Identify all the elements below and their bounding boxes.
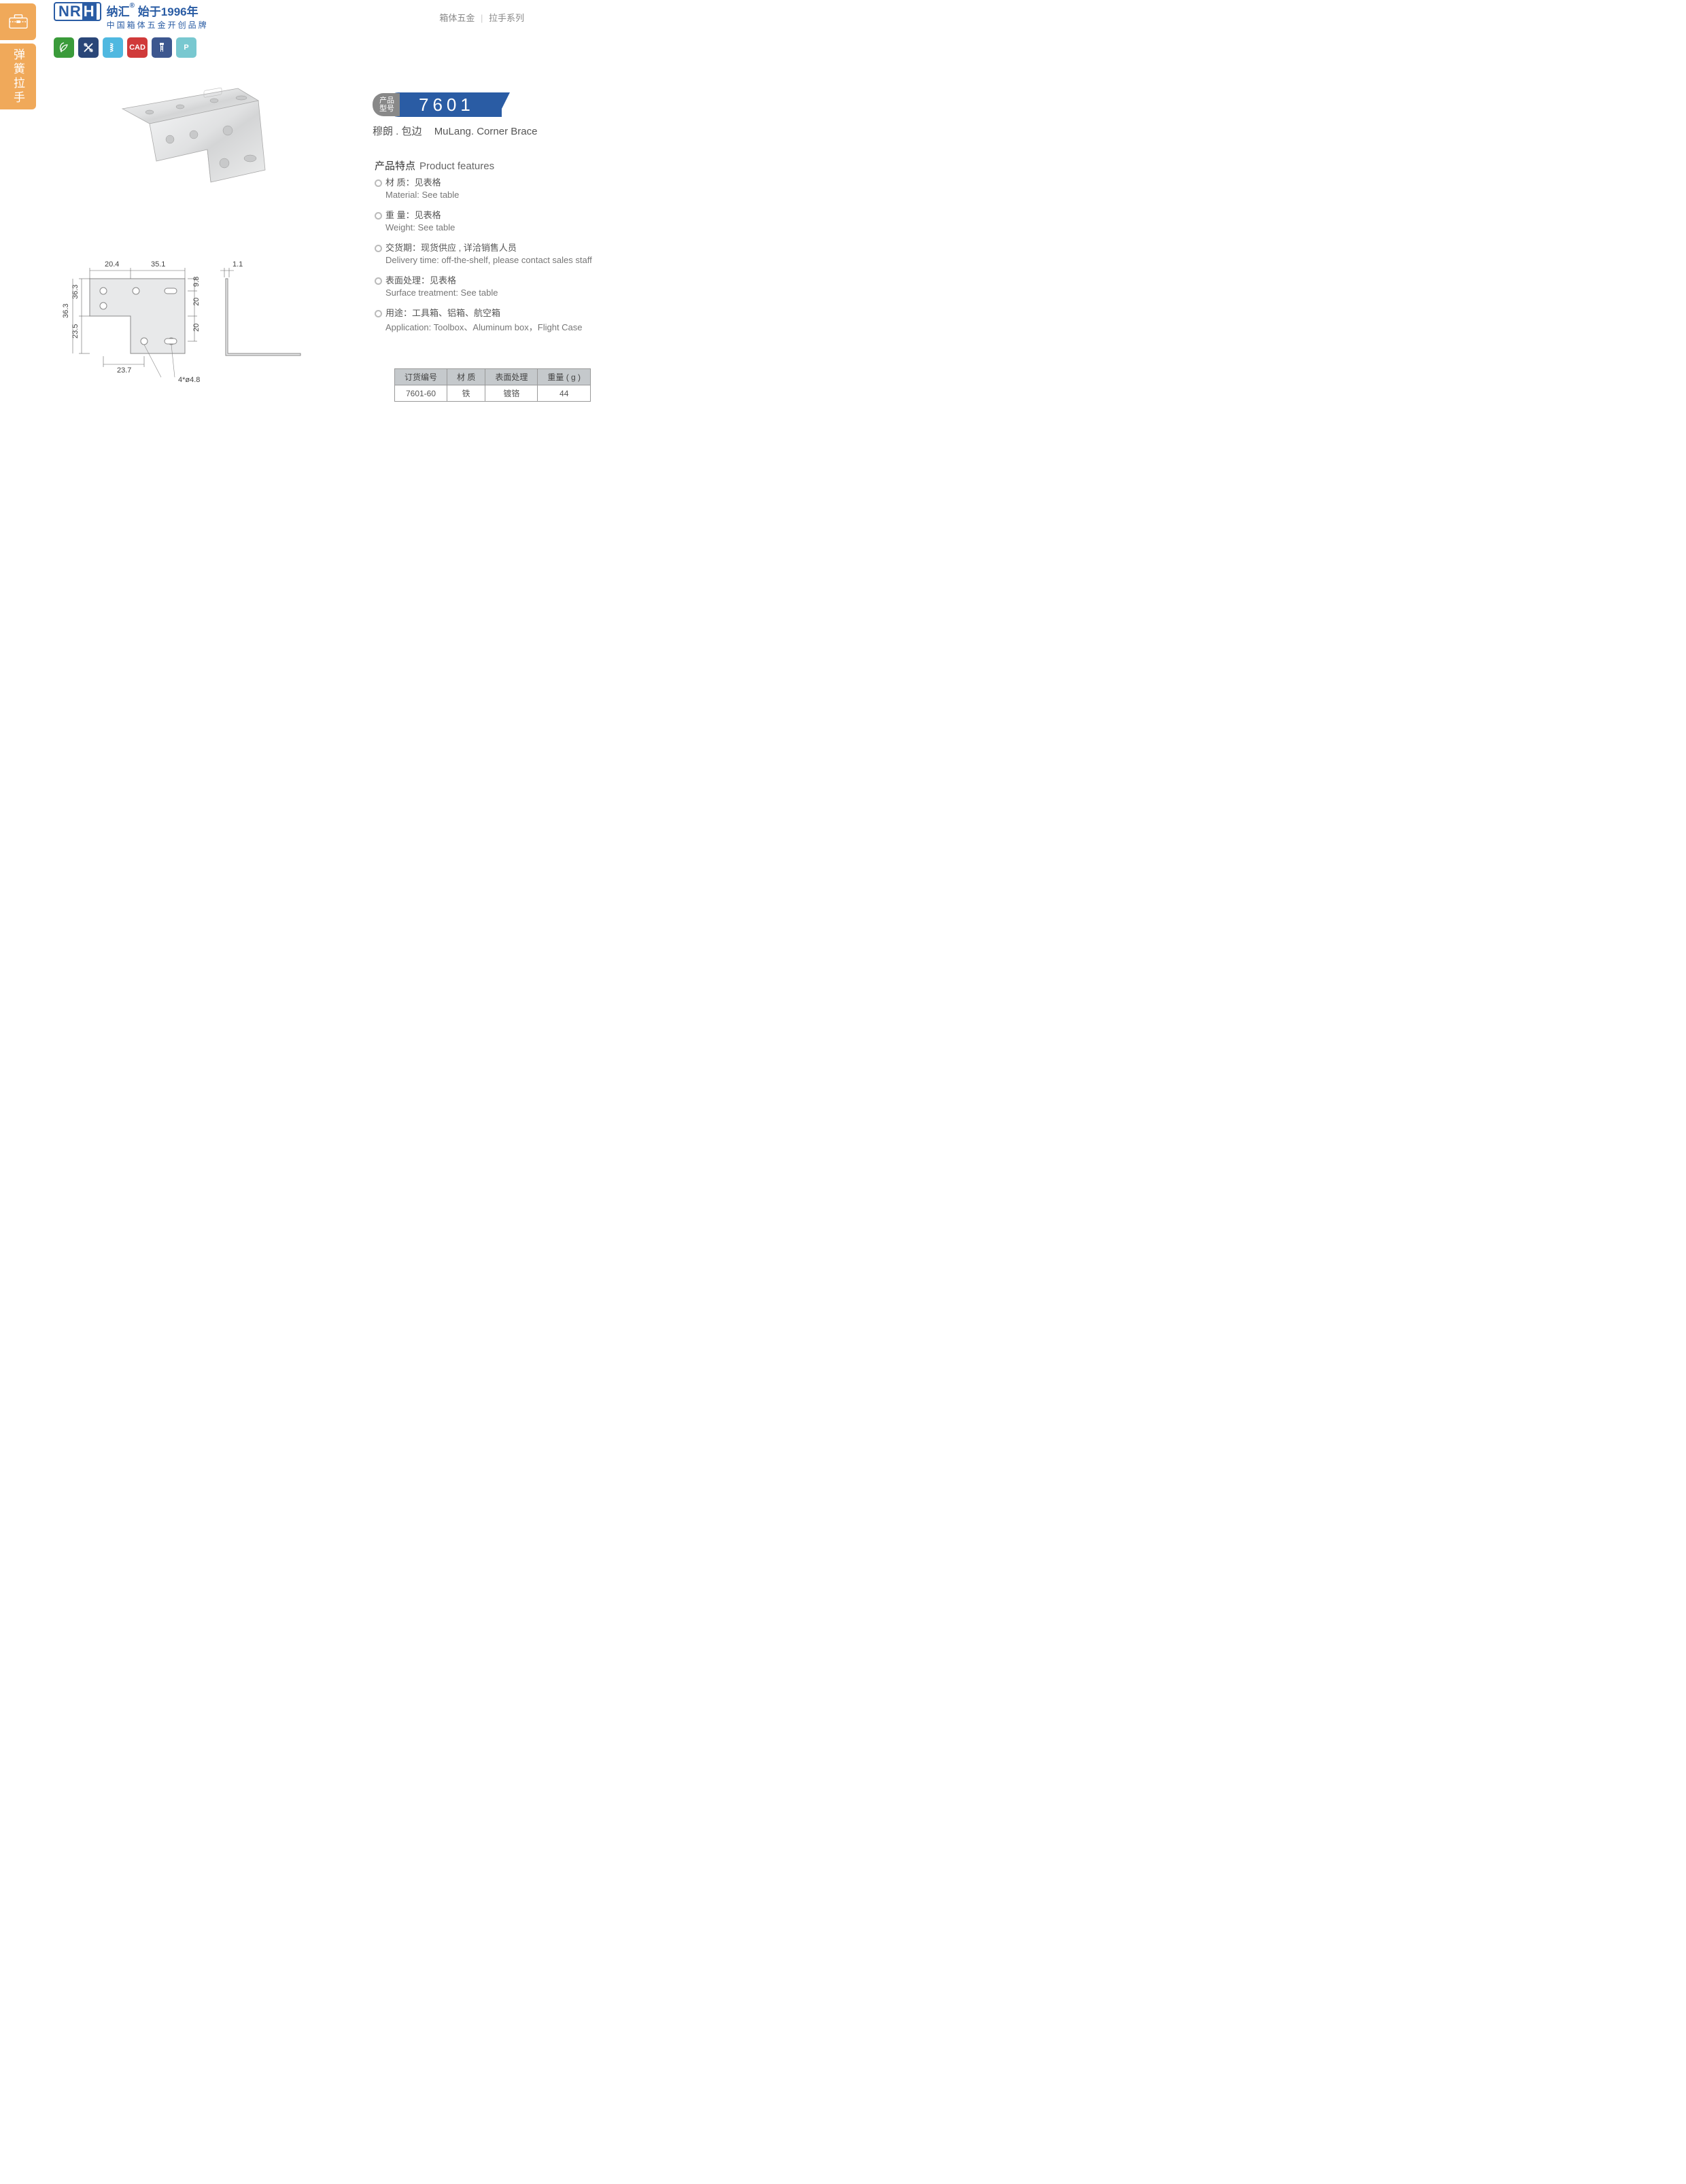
- product-model: 产品型号 7601: [373, 92, 502, 117]
- case-icon: [8, 13, 29, 31]
- brand-name-cn: 纳汇: [107, 5, 130, 18]
- svg-text:4*ø4.8: 4*ø4.8: [178, 376, 200, 384]
- brand-tagline: 中国箱体五金开创品牌: [107, 19, 209, 31]
- svg-text:20: 20: [192, 324, 201, 332]
- tools-icon: [78, 37, 99, 58]
- model-label: 产品型号: [373, 93, 400, 116]
- technical-drawing: 20.4 35.1 1.1 36.3 36.3 23.5 9.8 20 20 2…: [63, 258, 314, 398]
- svg-text:1.1: 1.1: [233, 260, 243, 268]
- nav-item-2: 拉手系列: [489, 13, 524, 23]
- svg-text:20: 20: [192, 298, 201, 306]
- features-list: 材 质：见表格Material: See table 重 量：见表格Weight…: [375, 175, 592, 341]
- product-name: 穆朗 . 包边 MuLang. Corner Brace: [373, 124, 537, 138]
- svg-text:36.3: 36.3: [63, 304, 70, 318]
- th-weight: 重量 ( g ): [538, 369, 591, 385]
- svg-text:23.5: 23.5: [71, 324, 80, 339]
- spring-icon: [103, 37, 123, 58]
- feature-icon-row: CAD P: [54, 37, 196, 58]
- table-row: 7601-60 铁 镀铬 44: [395, 385, 591, 402]
- svg-text:9.8: 9.8: [192, 277, 201, 287]
- feature-item: 用途：工具箱、铝箱、航空箱Application: Toolbox、Alumin…: [375, 306, 592, 333]
- feature-item: 表面处理：见表格Surface treatment: See table: [375, 273, 592, 298]
- model-number: 7601: [386, 92, 502, 117]
- header-nav: 箱体五金 | 拉手系列: [439, 11, 524, 24]
- brand-year: 始于1996年: [138, 5, 199, 18]
- svg-text:20.4: 20.4: [105, 260, 119, 268]
- feature-item: 重 量：见表格Weight: See table: [375, 208, 592, 232]
- feature-item: 交货期：现货供应 , 详洽销售人员Delivery time: off-the-…: [375, 241, 592, 265]
- product-name-en: MuLang. Corner Brace: [434, 126, 538, 137]
- product-image: [102, 82, 292, 238]
- brand-text: 纳汇® 始于1996年 中国箱体五金开创品牌: [107, 2, 209, 31]
- th-surface: 表面处理: [485, 369, 538, 385]
- screw-icon: [152, 37, 172, 58]
- feature-item: 材 质：见表格Material: See table: [375, 175, 592, 200]
- svg-text:23.7: 23.7: [117, 366, 131, 375]
- eco-icon: [54, 37, 74, 58]
- section-features-title: 产品特点Product features: [375, 158, 494, 173]
- side-tab-spring-handle[interactable]: 弹簧拉手: [0, 44, 36, 109]
- header: NRH 纳汇® 始于1996年 中国箱体五金开创品牌: [54, 2, 649, 31]
- product-name-cn: 穆朗 . 包边: [373, 126, 422, 137]
- side-tab-label: 弹簧拉手: [10, 48, 27, 105]
- th-order: 订货编号: [395, 369, 447, 385]
- spec-table: 订货编号 材 质 表面处理 重量 ( g ) 7601-60 铁 镀铬 44: [394, 368, 591, 402]
- svg-text:36.3: 36.3: [71, 285, 80, 299]
- side-tab-case-icon[interactable]: [0, 3, 36, 40]
- logo: NRH: [54, 2, 101, 21]
- svg-text:35.1: 35.1: [151, 260, 165, 268]
- cad-icon: CAD: [127, 37, 148, 58]
- nav-item-1: 箱体五金: [439, 13, 475, 23]
- th-material: 材 质: [447, 369, 485, 385]
- p-icon: P: [176, 37, 196, 58]
